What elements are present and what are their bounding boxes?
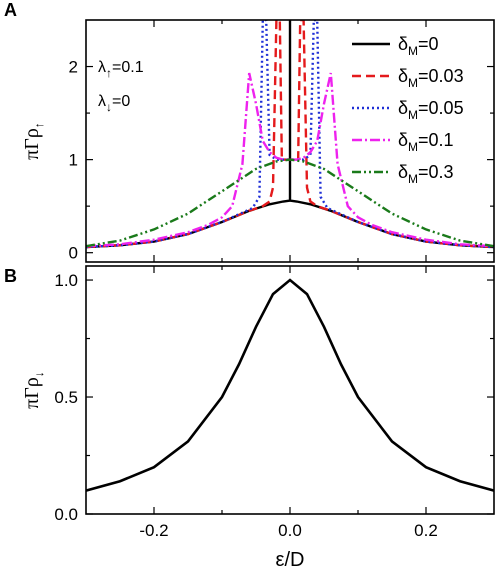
y-tick-label: 1.0 bbox=[54, 271, 78, 290]
series-line--m-0-3 bbox=[86, 158, 494, 248]
y-tick-label: 2 bbox=[69, 58, 78, 77]
y-tick-label: 0 bbox=[69, 244, 78, 263]
legend-label: δM=0 bbox=[398, 34, 439, 58]
panel-letter-a: A bbox=[4, 0, 17, 20]
y-axis-label: πΓρ↓ bbox=[21, 371, 46, 409]
y-tick-label: 0.0 bbox=[54, 505, 78, 524]
panel-letter-b: B bbox=[4, 266, 17, 286]
series-line-rho-down bbox=[86, 278, 494, 492]
panel-b: 0.0 0.5 1.0 -0.2 0.0 0.2 πΓρ↓ bbox=[21, 265, 495, 540]
series-line--m-0-1 bbox=[86, 72, 494, 248]
y-axis-label: πΓρ↑ bbox=[21, 122, 46, 160]
x-axis-label: ε/D bbox=[276, 549, 305, 571]
legend-label: δM=0.05 bbox=[398, 98, 464, 122]
annotation-lambda-down: λ↓=0 bbox=[98, 93, 130, 114]
legend-label: δM=0.1 bbox=[398, 130, 454, 154]
panel-a: 0 1 2 πΓρ↑ λ↑=0.1 λ↓=0 δM=0 δM=0.03 δM=0.05 δM=0.… bbox=[21, 19, 495, 263]
legend-label: δM=0.03 bbox=[398, 66, 464, 90]
series-line--m-0-05 bbox=[86, 20, 494, 249]
annotation-lambda-up: λ↑=0.1 bbox=[98, 59, 144, 80]
x-tick-label: 0.0 bbox=[278, 521, 302, 540]
y-tick-label: 1 bbox=[69, 151, 78, 170]
plot-frame bbox=[85, 265, 495, 515]
y-tick-label: 0.5 bbox=[54, 388, 78, 407]
x-tick-label: -0.2 bbox=[139, 521, 168, 540]
legend-label: δM=0.3 bbox=[398, 162, 454, 186]
x-tick-label: 0.2 bbox=[414, 521, 438, 540]
